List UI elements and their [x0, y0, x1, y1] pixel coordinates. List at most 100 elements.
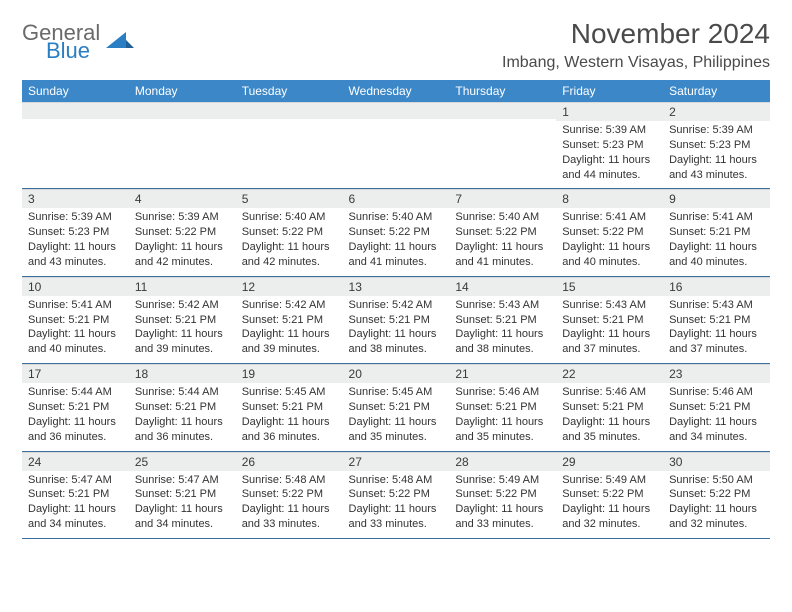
daylight-line: Daylight: 11 hours and 35 minutes. — [349, 415, 444, 445]
daylight-line: Daylight: 11 hours and 33 minutes. — [455, 502, 550, 532]
day-content: Sunrise: 5:40 AMSunset: 5:22 PMDaylight:… — [449, 208, 556, 275]
logo: General Blue — [22, 18, 134, 62]
sunrise-line: Sunrise: 5:45 AM — [242, 385, 337, 400]
daylight-line: Daylight: 11 hours and 36 minutes. — [28, 415, 123, 445]
day-cell: 28Sunrise: 5:49 AMSunset: 5:22 PMDayligh… — [449, 451, 556, 538]
month-title: November 2024 — [502, 18, 770, 50]
day-content: Sunrise: 5:44 AMSunset: 5:21 PMDaylight:… — [129, 383, 236, 450]
day-number: 28 — [449, 452, 556, 471]
day-content: Sunrise: 5:45 AMSunset: 5:21 PMDaylight:… — [343, 383, 450, 450]
dayhead-tue: Tuesday — [236, 80, 343, 102]
daylight-line: Daylight: 11 hours and 33 minutes. — [349, 502, 444, 532]
daylight-line: Daylight: 11 hours and 40 minutes. — [669, 240, 764, 270]
daylight-line: Daylight: 11 hours and 37 minutes. — [669, 327, 764, 357]
day-content — [343, 119, 450, 177]
sunrise-line: Sunrise: 5:49 AM — [455, 473, 550, 488]
daylight-line: Daylight: 11 hours and 38 minutes. — [455, 327, 550, 357]
day-content: Sunrise: 5:40 AMSunset: 5:22 PMDaylight:… — [343, 208, 450, 275]
day-cell — [449, 102, 556, 189]
daylight-line: Daylight: 11 hours and 36 minutes. — [135, 415, 230, 445]
sunset-line: Sunset: 5:21 PM — [349, 400, 444, 415]
day-cell: 25Sunrise: 5:47 AMSunset: 5:21 PMDayligh… — [129, 451, 236, 538]
day-number — [22, 102, 129, 119]
sunrise-line: Sunrise: 5:39 AM — [562, 123, 657, 138]
day-number: 29 — [556, 452, 663, 471]
day-content: Sunrise: 5:47 AMSunset: 5:21 PMDaylight:… — [22, 471, 129, 538]
daylight-line: Daylight: 11 hours and 40 minutes. — [562, 240, 657, 270]
day-cell: 10Sunrise: 5:41 AMSunset: 5:21 PMDayligh… — [22, 276, 129, 363]
day-cell: 26Sunrise: 5:48 AMSunset: 5:22 PMDayligh… — [236, 451, 343, 538]
day-cell — [236, 102, 343, 189]
daylight-line: Daylight: 11 hours and 36 minutes. — [242, 415, 337, 445]
week-row: 17Sunrise: 5:44 AMSunset: 5:21 PMDayligh… — [22, 364, 770, 451]
sunset-line: Sunset: 5:21 PM — [669, 225, 764, 240]
sunset-line: Sunset: 5:22 PM — [349, 487, 444, 502]
day-cell: 19Sunrise: 5:45 AMSunset: 5:21 PMDayligh… — [236, 364, 343, 451]
daylight-line: Daylight: 11 hours and 32 minutes. — [669, 502, 764, 532]
sunset-line: Sunset: 5:21 PM — [562, 400, 657, 415]
day-cell: 1Sunrise: 5:39 AMSunset: 5:23 PMDaylight… — [556, 102, 663, 189]
day-number: 7 — [449, 189, 556, 208]
daylight-line: Daylight: 11 hours and 35 minutes. — [562, 415, 657, 445]
dayhead-sun: Sunday — [22, 80, 129, 102]
day-number: 1 — [556, 102, 663, 121]
sunrise-line: Sunrise: 5:43 AM — [669, 298, 764, 313]
daylight-line: Daylight: 11 hours and 33 minutes. — [242, 502, 337, 532]
sunrise-line: Sunrise: 5:43 AM — [562, 298, 657, 313]
sunrise-line: Sunrise: 5:48 AM — [349, 473, 444, 488]
day-content: Sunrise: 5:42 AMSunset: 5:21 PMDaylight:… — [236, 296, 343, 363]
day-number — [236, 102, 343, 119]
sunset-line: Sunset: 5:22 PM — [242, 225, 337, 240]
day-content: Sunrise: 5:49 AMSunset: 5:22 PMDaylight:… — [449, 471, 556, 538]
sunset-line: Sunset: 5:21 PM — [135, 487, 230, 502]
week-row: 3Sunrise: 5:39 AMSunset: 5:23 PMDaylight… — [22, 189, 770, 276]
day-content: Sunrise: 5:48 AMSunset: 5:22 PMDaylight:… — [343, 471, 450, 538]
day-number: 16 — [663, 277, 770, 296]
day-number: 22 — [556, 364, 663, 383]
day-content: Sunrise: 5:47 AMSunset: 5:21 PMDaylight:… — [129, 471, 236, 538]
week-row: 10Sunrise: 5:41 AMSunset: 5:21 PMDayligh… — [22, 276, 770, 363]
day-content: Sunrise: 5:39 AMSunset: 5:23 PMDaylight:… — [22, 208, 129, 275]
day-cell — [22, 102, 129, 189]
day-content — [449, 119, 556, 177]
daylight-line: Daylight: 11 hours and 41 minutes. — [455, 240, 550, 270]
sunrise-line: Sunrise: 5:39 AM — [135, 210, 230, 225]
day-content: Sunrise: 5:41 AMSunset: 5:21 PMDaylight:… — [22, 296, 129, 363]
day-number: 3 — [22, 189, 129, 208]
day-number: 26 — [236, 452, 343, 471]
day-cell: 8Sunrise: 5:41 AMSunset: 5:22 PMDaylight… — [556, 189, 663, 276]
sunset-line: Sunset: 5:21 PM — [28, 487, 123, 502]
sunrise-line: Sunrise: 5:41 AM — [562, 210, 657, 225]
day-content: Sunrise: 5:39 AMSunset: 5:23 PMDaylight:… — [556, 121, 663, 188]
calendar-page: General Blue November 2024 Imbang, Weste… — [0, 0, 792, 549]
daylight-line: Daylight: 11 hours and 43 minutes. — [669, 153, 764, 183]
day-cell: 17Sunrise: 5:44 AMSunset: 5:21 PMDayligh… — [22, 364, 129, 451]
sunrise-line: Sunrise: 5:46 AM — [455, 385, 550, 400]
sunrise-line: Sunrise: 5:41 AM — [28, 298, 123, 313]
sunset-line: Sunset: 5:22 PM — [669, 487, 764, 502]
day-number: 14 — [449, 277, 556, 296]
day-content: Sunrise: 5:45 AMSunset: 5:21 PMDaylight:… — [236, 383, 343, 450]
day-cell: 6Sunrise: 5:40 AMSunset: 5:22 PMDaylight… — [343, 189, 450, 276]
daylight-line: Daylight: 11 hours and 34 minutes. — [135, 502, 230, 532]
sunrise-line: Sunrise: 5:42 AM — [349, 298, 444, 313]
day-content: Sunrise: 5:46 AMSunset: 5:21 PMDaylight:… — [663, 383, 770, 450]
sunset-line: Sunset: 5:23 PM — [562, 138, 657, 153]
sunrise-line: Sunrise: 5:47 AM — [135, 473, 230, 488]
day-content — [129, 119, 236, 177]
day-number: 18 — [129, 364, 236, 383]
day-number: 11 — [129, 277, 236, 296]
day-number — [449, 102, 556, 119]
week-row: 24Sunrise: 5:47 AMSunset: 5:21 PMDayligh… — [22, 451, 770, 538]
day-cell: 7Sunrise: 5:40 AMSunset: 5:22 PMDaylight… — [449, 189, 556, 276]
sunrise-line: Sunrise: 5:49 AM — [562, 473, 657, 488]
dayhead-thu: Thursday — [449, 80, 556, 102]
day-number: 23 — [663, 364, 770, 383]
logo-text-block: General Blue — [22, 22, 100, 62]
sunrise-line: Sunrise: 5:42 AM — [135, 298, 230, 313]
sunrise-line: Sunrise: 5:47 AM — [28, 473, 123, 488]
day-number: 20 — [343, 364, 450, 383]
calendar-table: Sunday Monday Tuesday Wednesday Thursday… — [22, 80, 770, 539]
day-number: 12 — [236, 277, 343, 296]
day-content: Sunrise: 5:43 AMSunset: 5:21 PMDaylight:… — [663, 296, 770, 363]
